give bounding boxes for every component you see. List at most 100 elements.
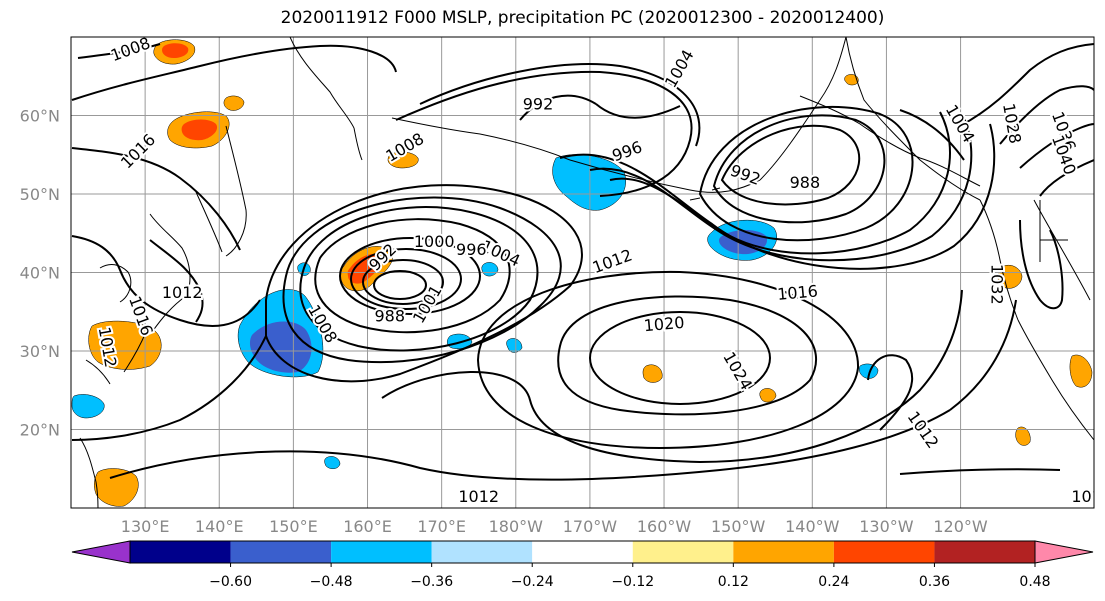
contour-label: 992 [523, 95, 554, 114]
contour-label: 988 [790, 173, 821, 192]
coastline [123, 331, 147, 373]
lon-tick-label: 170°E [417, 517, 466, 536]
isobar [71, 335, 267, 441]
colorbar-segment [833, 541, 935, 563]
coastline [799, 95, 981, 187]
colorbar-tick-label: −0.24 [511, 574, 554, 590]
coastline [85, 359, 111, 385]
colorbar-extend-low [71, 540, 131, 564]
coastline [845, 37, 981, 201]
contour-label: 1016 [776, 281, 818, 303]
map-title: 2020011912 F000 MSLP, precipitation PC (… [280, 8, 885, 28]
latitude-axis: 60°N 50°N 40°N 30°N 20°N [20, 107, 60, 440]
coastline [1017, 319, 1094, 441]
coastlines [79, 37, 1094, 508]
coastline [979, 199, 1019, 321]
lat-tick-label: 40°N [20, 264, 60, 283]
isobar [698, 106, 914, 242]
isobar [712, 114, 886, 224]
isobar [559, 123, 996, 270]
colorbar-frame [129, 540, 1036, 564]
colorbar-segment [331, 541, 432, 563]
colorbar-segment [230, 541, 332, 563]
lon-tick-label: 120°W [933, 517, 988, 536]
lat-tick-label: 20°N [20, 421, 60, 440]
isobar-low-center [373, 270, 427, 300]
longitude-axis: 130°E 140°E 150°E 160°E 170°E 180°W 170°W 160°W… [121, 517, 988, 536]
coastline [151, 295, 187, 333]
isobar [77, 43, 161, 59]
colorbar-segment [934, 541, 1035, 563]
precip-blob [759, 388, 777, 403]
isobar [282, 196, 562, 364]
colorbar-tick-label: −0.36 [410, 574, 453, 590]
lon-tick-label: 170°W [563, 517, 618, 536]
colorbar-tick-label: −0.48 [310, 574, 353, 590]
colorbar-tick-label: −0.60 [209, 574, 252, 590]
isobar-low-center [362, 259, 444, 305]
mslp-isobars [71, 43, 1094, 481]
colorbar-extend-high [1034, 540, 1094, 564]
isobar [595, 103, 681, 119]
coastline [391, 117, 571, 161]
lon-tick-label: 140°E [195, 517, 244, 536]
contour-label: 996 [456, 240, 487, 259]
isobar [999, 85, 1094, 145]
colorbar-segment [431, 541, 533, 563]
precip-blob [642, 364, 663, 383]
isobar [299, 206, 539, 352]
isobar [1019, 219, 1064, 310]
isobar [71, 235, 261, 327]
isobar [149, 239, 204, 323]
colorbar-tick-label: 0.24 [818, 574, 849, 590]
precip-blob [324, 456, 341, 469]
precip-blob [506, 338, 523, 353]
colorbar-tick-label: 0.12 [718, 574, 749, 590]
isobar [867, 354, 914, 431]
lat-tick-label: 60°N [20, 107, 60, 126]
isobar [899, 468, 1061, 475]
coastline [289, 37, 355, 129]
contour-label: 1020 [643, 313, 685, 335]
contour-label: 1000 [414, 232, 455, 251]
isobar [395, 70, 693, 197]
coastline [759, 37, 847, 181]
isobar [557, 295, 817, 416]
lat-tick-label: 50°N [20, 185, 60, 204]
precip-blob [387, 151, 419, 169]
isobar-high-center [589, 311, 771, 405]
precip-blob [997, 265, 1023, 289]
lon-tick-label: 130°W [859, 517, 914, 536]
contour-label: 1012 [162, 283, 203, 302]
colorbar-tick-label: −0.12 [611, 574, 654, 590]
isobar [71, 147, 241, 251]
isobar [109, 409, 951, 481]
isobar-low-center [339, 237, 481, 315]
coastline [99, 264, 132, 303]
coastline [195, 191, 223, 253]
lon-tick-label: 160°W [637, 517, 692, 536]
precip-blob [181, 119, 218, 141]
map-frame [70, 36, 1095, 509]
isobar [1019, 123, 1094, 169]
lon-tick-label: 150°E [269, 517, 318, 536]
coastline [353, 127, 363, 161]
lon-tick-label: 180°W [489, 517, 544, 536]
contour-label: 101 [1071, 487, 1102, 506]
precip-blob [94, 468, 139, 507]
coastline [225, 125, 247, 257]
precip-blob [481, 262, 499, 277]
precip-blob [859, 363, 879, 379]
isobar [381, 289, 963, 464]
lon-tick-label: 140°W [785, 517, 840, 536]
precip-blob [347, 253, 383, 284]
isobar [899, 109, 965, 161]
contour-label: 988 [374, 307, 405, 326]
isobar [949, 299, 1017, 411]
colorbar-tick-label: 0.48 [1019, 574, 1050, 590]
isobar [419, 63, 701, 147]
precip-blob [162, 43, 189, 58]
colorbar-segment [532, 541, 633, 563]
contour-label: 1032 [988, 264, 1007, 305]
